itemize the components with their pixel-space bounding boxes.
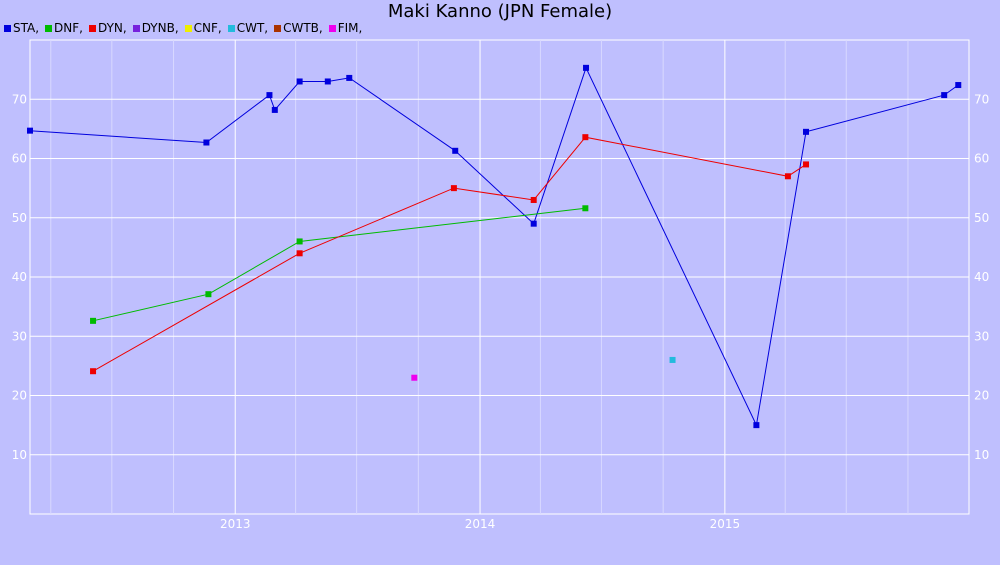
data-point-fim [411, 374, 418, 381]
legend-swatch [4, 24, 11, 32]
legend-swatch [328, 24, 336, 32]
legend-swatch [132, 24, 140, 32]
data-point-sta [753, 422, 760, 429]
data-point-dnf [296, 238, 303, 245]
data-point-sta [203, 139, 210, 146]
legend-label: CWT, [236, 21, 269, 35]
y-tick-label-left: 10 [12, 448, 27, 462]
x-tick-label: 2014 [465, 517, 496, 531]
y-tick-label-right: 10 [974, 448, 989, 462]
legend-item: CNF, [184, 21, 222, 35]
y-tick-label-left: 20 [12, 389, 27, 403]
data-point-dyn [450, 185, 457, 192]
y-tick-label-right: 30 [974, 329, 989, 343]
data-point-sta [324, 78, 331, 85]
data-point-sta [266, 92, 273, 99]
legend-swatch [227, 24, 235, 32]
data-point-dyn [530, 196, 537, 203]
data-point-dnf [90, 317, 97, 324]
legend-swatch [274, 24, 282, 32]
data-point-sta [296, 78, 303, 85]
legend-label: FIM, [337, 21, 363, 35]
data-point-cwt [669, 356, 676, 363]
y-tick-label-right: 50 [974, 211, 989, 225]
legend-item: DYN, [88, 21, 127, 35]
y-tick-label-right: 70 [974, 92, 989, 106]
data-point-dyn [582, 134, 589, 141]
legend-item: CWT, [227, 21, 269, 35]
legend-item: DNF, [45, 21, 83, 35]
y-tick-label-left: 40 [12, 270, 27, 284]
legend-label: CNF, [193, 21, 222, 35]
legend-item: FIM, [328, 21, 363, 35]
legend-item: DYNB, [132, 21, 179, 35]
legend-label: CWTB, [283, 21, 323, 35]
data-point-dyn [784, 173, 791, 180]
y-tick-label-right: 40 [974, 270, 989, 284]
legend-label: STA, [13, 21, 40, 35]
legend-swatch [88, 24, 96, 32]
data-point-sta [346, 74, 353, 81]
data-point-sta [271, 106, 278, 113]
data-point-sta [27, 127, 33, 134]
data-point-sta [530, 220, 537, 227]
data-point-sta [583, 64, 590, 71]
y-tick-label-right: 20 [974, 389, 989, 403]
data-point-dnf [205, 291, 212, 298]
series-line-dnf [92, 207, 586, 322]
x-tick-label: 2013 [220, 517, 251, 531]
chart-title: Maki Kanno (JPN Female) [387, 1, 613, 22]
y-tick-label-left: 30 [12, 329, 27, 343]
y-tick-label-left: 50 [12, 211, 27, 225]
y-tick-label-left: 70 [12, 92, 27, 106]
y-tick-label-left: 60 [12, 152, 27, 166]
series-line-sta [29, 66, 959, 427]
data-point-sta [452, 147, 459, 154]
legend-item: STA, [4, 21, 39, 35]
data-point-dnf [582, 205, 589, 212]
data-point-sta [803, 128, 810, 135]
legend-label: DNF, [54, 21, 83, 35]
legend-swatch [184, 24, 192, 32]
data-point-dyn [90, 368, 97, 375]
legend-label: DYNB, [141, 21, 179, 35]
legend-item: CWTB, [274, 21, 323, 35]
y-tick-label-right: 60 [974, 152, 989, 166]
data-point-sta [955, 82, 962, 89]
legend-label: DYN, [97, 21, 127, 35]
data-point-dyn [803, 161, 810, 168]
data-point-dyn [296, 250, 303, 257]
legend: STA, DNF, DYN, DYNB, CNF, CWT, CWTB, FIM, [4, 21, 368, 35]
legend-swatch [45, 24, 53, 32]
x-tick-label: 2015 [710, 517, 741, 531]
data-point-sta [941, 92, 948, 99]
